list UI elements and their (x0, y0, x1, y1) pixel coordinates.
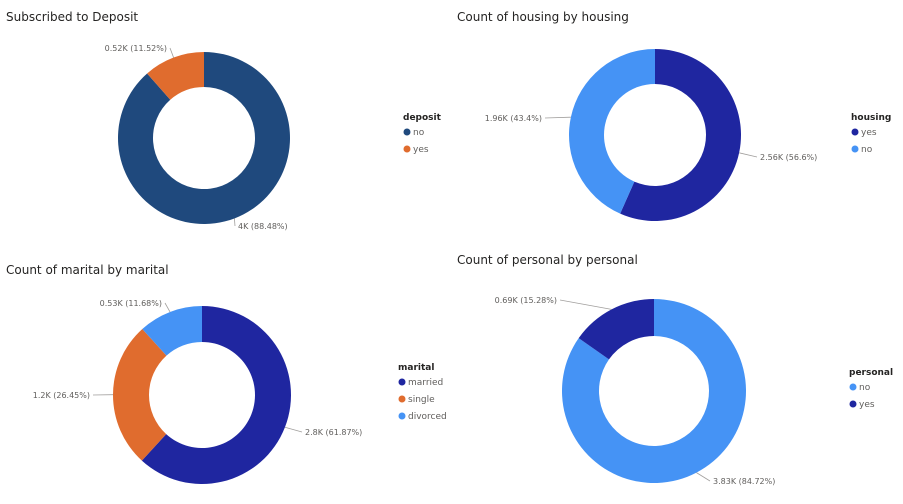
chart-title: Count of housing by housing (457, 10, 629, 24)
legend-marker (849, 400, 857, 408)
data-label: 0.53K (11.68%) (100, 299, 162, 308)
donut-slice-no[interactable] (569, 49, 655, 214)
legend-item-yes[interactable]: yes (861, 128, 877, 138)
donut-slice-married[interactable] (141, 306, 292, 485)
legend-item-married[interactable]: married (408, 378, 443, 388)
legend-marker (851, 128, 859, 136)
leader-line (284, 426, 303, 433)
legend-marker (403, 145, 411, 153)
data-label: 4K (88.48%) (238, 222, 288, 231)
data-label: 1.2K (26.45%) (33, 391, 90, 400)
data-label: 0.52K (11.52%) (105, 44, 167, 53)
leader-line (164, 302, 171, 313)
data-label: 2.56K (56.6%) (760, 153, 817, 162)
data-label: 0.69K (15.28%) (495, 296, 557, 305)
legend-item-divorced[interactable]: divorced (408, 412, 447, 422)
legend-marker (851, 145, 859, 153)
chart-title: Count of marital by marital (6, 263, 169, 277)
donut-chart-deposit: 4K (88.48%) 0.52K (11.52%) deposit no yes (105, 44, 442, 231)
legend-title: deposit (403, 113, 442, 123)
legend-marker (398, 378, 406, 386)
data-label: 2.8K (61.87%) (305, 428, 362, 437)
chart-title: Subscribed to Deposit (6, 10, 139, 24)
donut-slice-yes[interactable] (620, 49, 741, 221)
leader-line (739, 152, 758, 158)
donut-slice-yes[interactable] (147, 52, 204, 100)
legend-item-single[interactable]: single (408, 395, 435, 405)
legend-title: personal (849, 368, 893, 378)
data-label: 1.96K (43.4%) (485, 114, 542, 123)
legend-item-yes[interactable]: yes (413, 145, 429, 155)
legend-item-no[interactable]: no (413, 128, 425, 138)
donut-slice-yes[interactable] (578, 299, 654, 360)
chart-title: Count of personal by personal (457, 253, 638, 267)
donut-slice-no[interactable] (118, 52, 290, 225)
legend-marker (398, 412, 406, 420)
donut-slice-single[interactable] (113, 328, 167, 461)
legend-marker (403, 128, 411, 136)
donut-slice-divorced[interactable] (142, 306, 202, 356)
leader-line (696, 472, 711, 482)
legend-item-yes[interactable]: yes (859, 400, 875, 410)
legend-item-no[interactable]: no (859, 383, 871, 393)
leader-line (544, 116, 571, 119)
leader-line (169, 47, 174, 58)
legend-title: marital (398, 363, 434, 373)
donut-slice-no[interactable] (562, 299, 747, 484)
leader-line (559, 299, 612, 310)
legend-item-no[interactable]: no (861, 145, 873, 155)
donut-chart-marital: 2.8K (61.87%) 1.2K (26.45%) 0.53K (11.68%)… (33, 299, 447, 485)
data-label: 3.83K (84.72%) (713, 477, 775, 486)
leader-line (234, 218, 236, 227)
legend-title: housing (851, 113, 891, 123)
legend-marker (398, 395, 406, 403)
donut-chart-housing: 2.56K (56.6%) 1.96K (43.4%) housing yes no (485, 49, 891, 221)
legend-marker (849, 383, 857, 391)
